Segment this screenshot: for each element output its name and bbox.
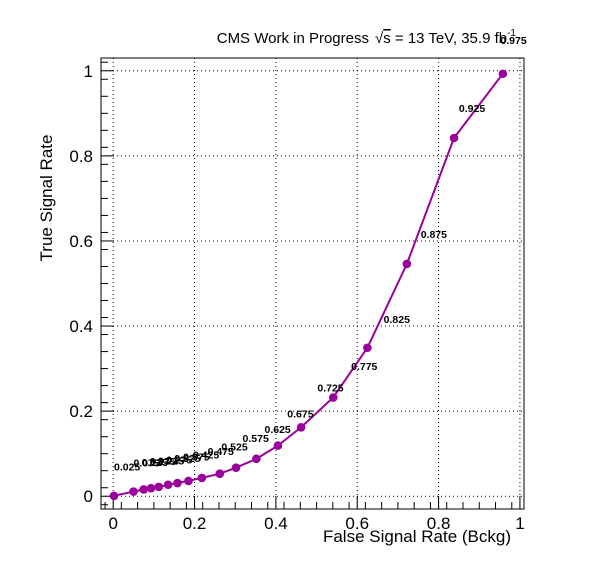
y-tick-label: 0 <box>84 487 93 506</box>
y-tick-label: 0.6 <box>69 232 93 251</box>
roc-point <box>498 69 508 79</box>
axis-ticks <box>101 61 521 509</box>
sqrt-symbol: √ <box>375 30 384 47</box>
y-axis-title: True Signal Rate <box>37 135 56 262</box>
lumi-exponent: -1 <box>507 28 516 39</box>
grid-lines <box>101 58 524 509</box>
point-label: 0.725 <box>317 383 343 395</box>
x-tick-label: 0.8 <box>427 514 451 533</box>
y-tick-label: 1 <box>84 62 93 81</box>
sqrt-argument: s <box>383 30 391 47</box>
point-label: 0.025 <box>114 462 140 474</box>
point-label: 0.125 <box>142 457 168 469</box>
x-tick-label: 0.2 <box>183 514 207 533</box>
roc-point <box>231 463 241 473</box>
roc-point <box>139 485 149 494</box>
point-label: 0.825 <box>384 314 410 326</box>
roc-point <box>154 482 164 492</box>
point-label: 0.225 <box>158 455 184 467</box>
y-tick-label: 0.8 <box>69 147 93 166</box>
point-label: 0.425 <box>193 449 219 461</box>
x-tick-labels: 0 0.2 0.4 0.6 0.8 1 <box>108 514 524 533</box>
point-label: 0.975 <box>500 35 526 47</box>
roc-point <box>273 441 283 450</box>
plot-title: CMS Work in Progress √s = 13 TeV, 35.9 fb… <box>217 28 517 47</box>
x-tick-label: 0.4 <box>264 514 288 533</box>
point-label: 0.925 <box>459 103 485 115</box>
x-axis-title: False Signal Rate (Bckg) <box>323 527 511 546</box>
point-label: 0.875 <box>421 229 447 241</box>
title-prefix: CMS Work in Progress <box>217 30 369 47</box>
roc-point <box>163 480 173 490</box>
working-point-labels: 0.0250.0750.1250.1750.2250.2750.3250.375… <box>114 35 527 474</box>
point-label: 0.275 <box>166 454 192 466</box>
roc-point <box>402 259 412 269</box>
roc-point <box>109 491 119 501</box>
roc-point <box>215 469 225 478</box>
y-tick-labels: 0 0.2 0.4 0.6 0.8 1 <box>69 62 93 506</box>
point-label: 0.375 <box>183 451 209 463</box>
point-label: 0.175 <box>150 456 176 468</box>
point-label: 0.625 <box>265 424 291 436</box>
title-energy-lumi: = 13 TeV, 35.9 fb <box>391 30 507 47</box>
point-label: 0.475 <box>208 446 234 458</box>
y-tick-label: 0.4 <box>69 317 93 336</box>
y-tick-label: 0.2 <box>69 402 93 421</box>
point-label: 0.575 <box>243 433 269 445</box>
roc-point <box>328 393 338 402</box>
roc-point <box>129 487 138 496</box>
roc-point <box>363 343 372 353</box>
point-label: 0.325 <box>174 453 200 465</box>
roc-point <box>449 133 459 143</box>
roc-point <box>252 454 261 464</box>
x-tick-label: 1 <box>515 514 524 533</box>
x-tick-label: 0 <box>108 514 117 533</box>
x-tick-label: 0.6 <box>345 514 369 533</box>
roc-point <box>184 476 193 486</box>
point-label: 0.775 <box>351 361 377 373</box>
roc-point <box>146 483 156 493</box>
point-label: 0.675 <box>287 409 313 421</box>
roc-point <box>197 473 207 483</box>
point-label: 0.075 <box>134 457 160 469</box>
point-label: 0.525 <box>221 441 247 453</box>
roc-curve-points <box>109 69 508 501</box>
roc-point <box>173 478 182 488</box>
roc-point <box>296 423 306 432</box>
